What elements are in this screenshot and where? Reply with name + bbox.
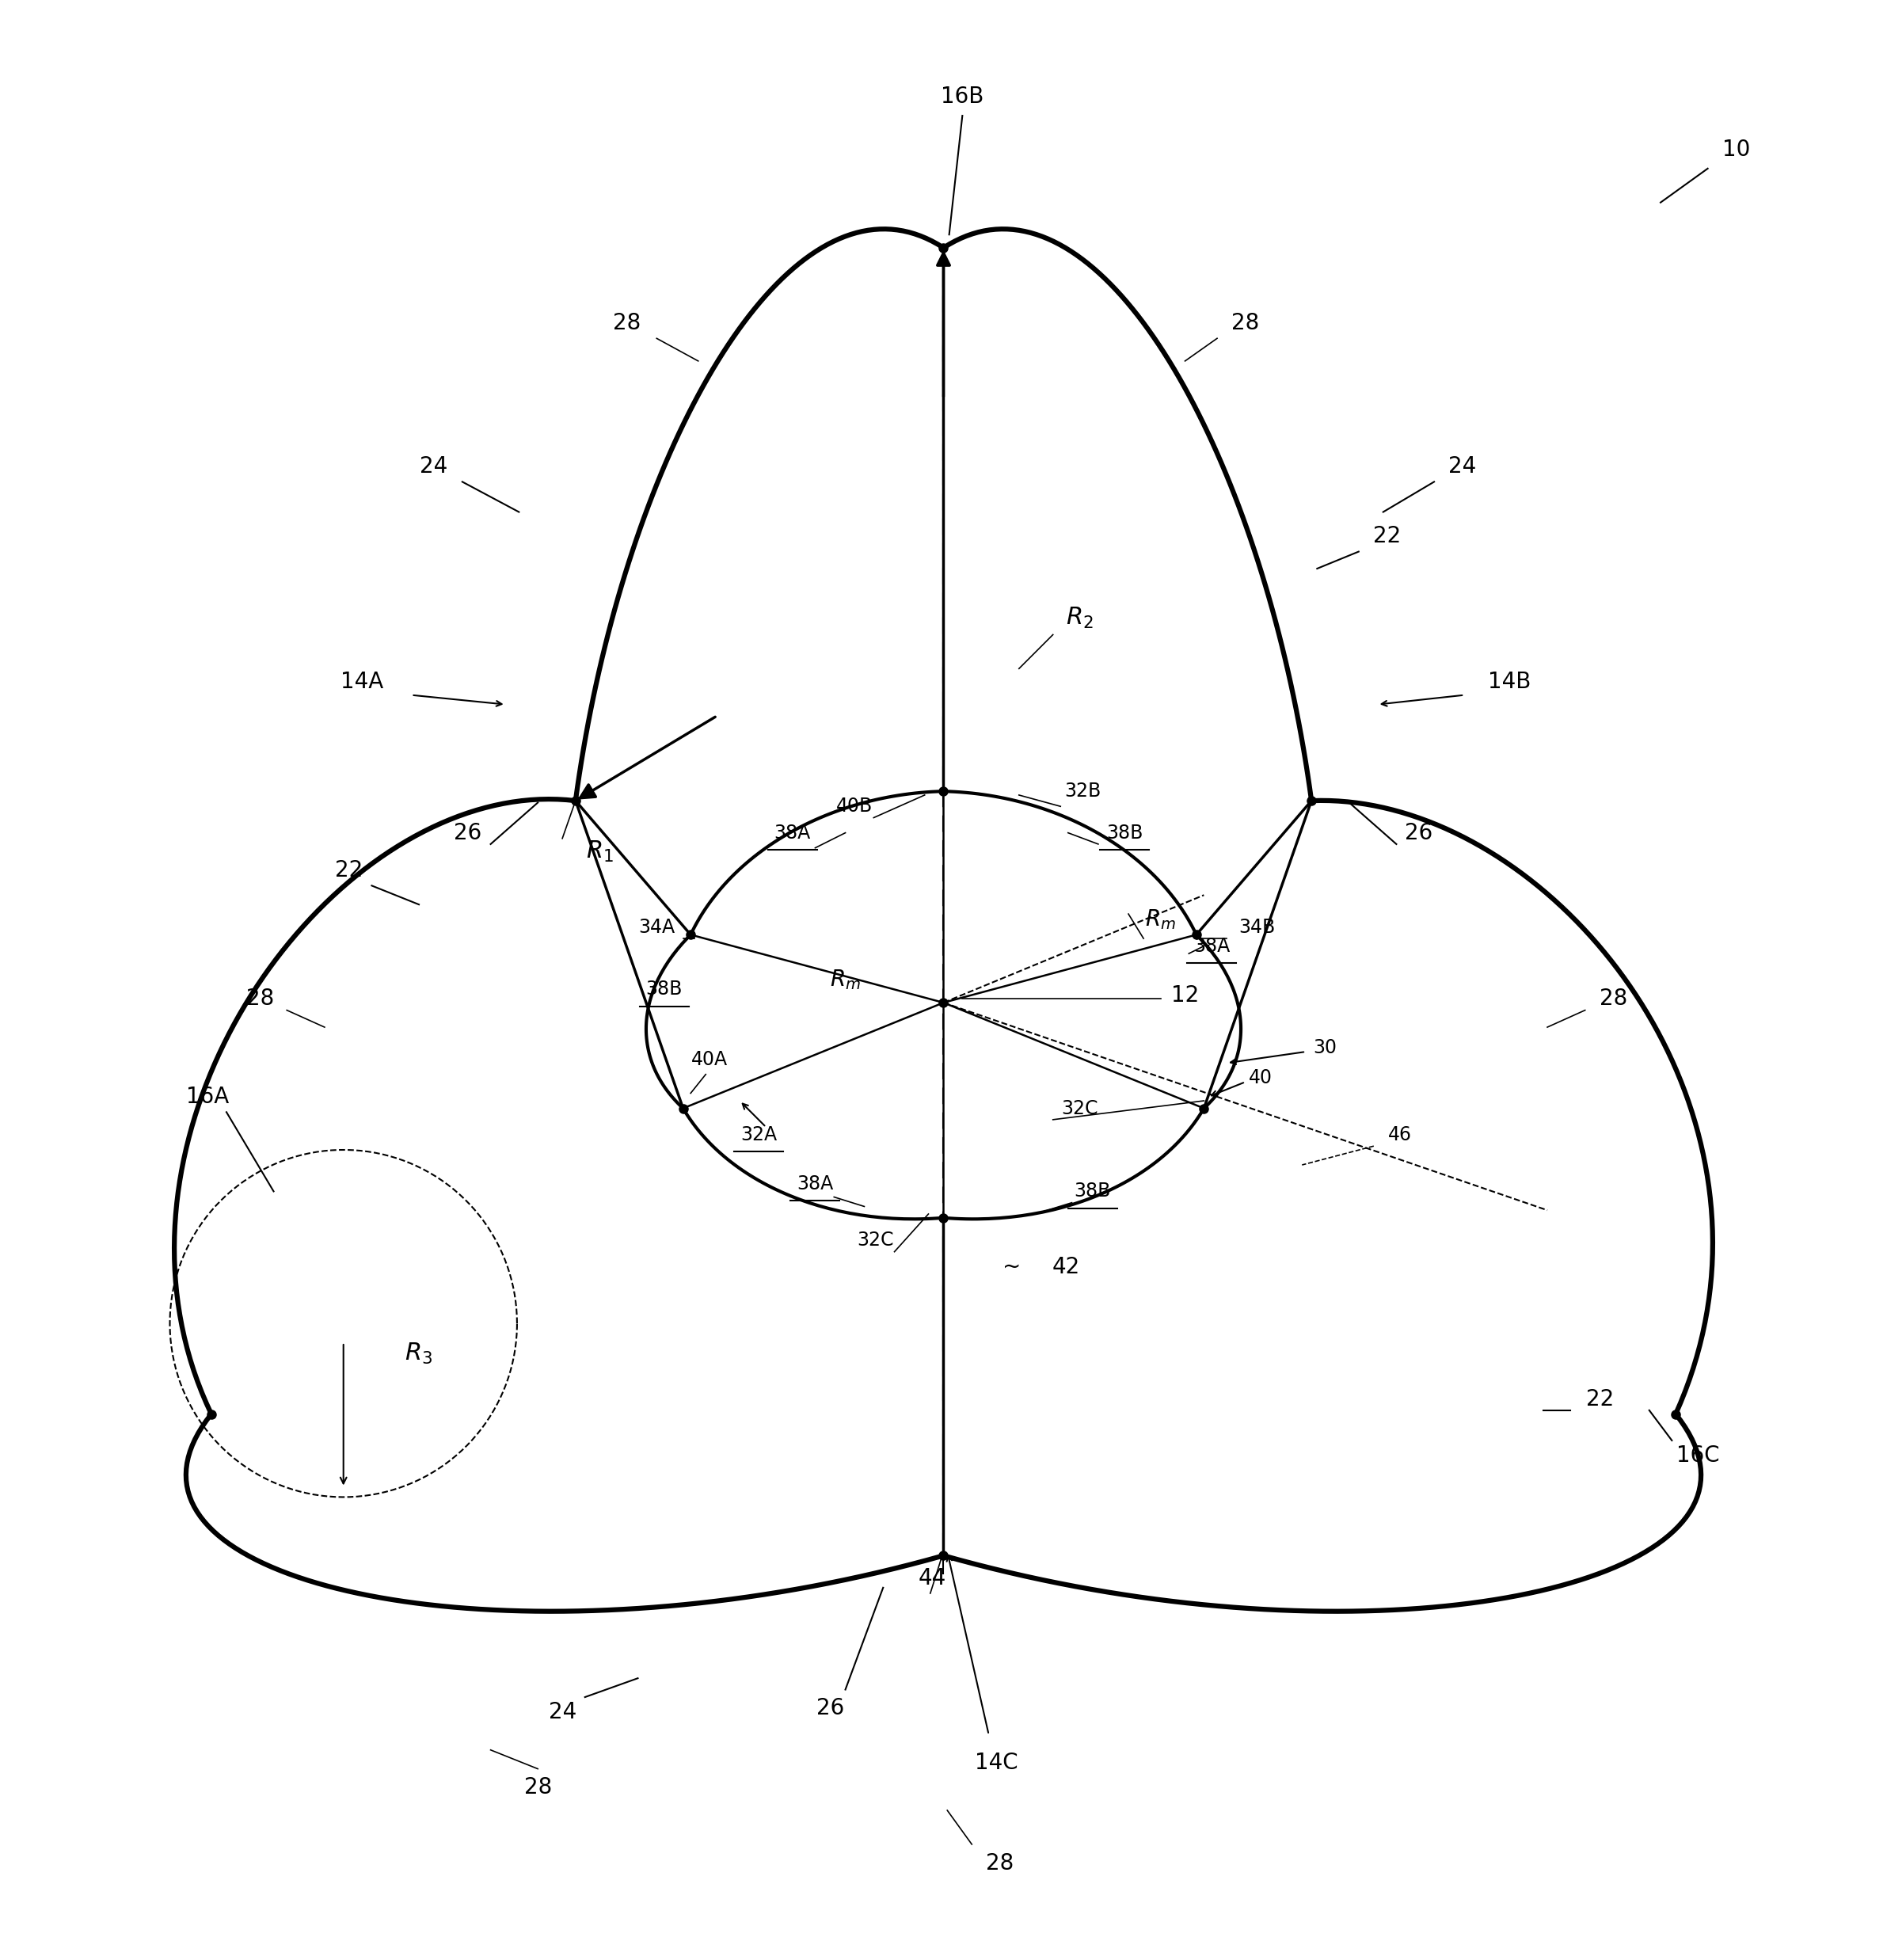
Text: 28: 28 (247, 988, 274, 1009)
Text: 22: 22 (336, 858, 362, 882)
Text: 16A: 16A (187, 1086, 228, 1107)
Text: 44: 44 (919, 1568, 945, 1590)
Text: 26: 26 (817, 1697, 843, 1719)
Text: 46: 46 (1389, 1125, 1411, 1145)
Text: 32C: 32C (1060, 1100, 1098, 1117)
Text: $R_2$: $R_2$ (1066, 606, 1093, 629)
Text: 24: 24 (421, 455, 447, 478)
Text: 26: 26 (455, 821, 481, 845)
Text: 38B: 38B (1106, 823, 1144, 843)
Text: 26: 26 (1406, 821, 1432, 845)
Text: 28: 28 (987, 1852, 1013, 1874)
Text: 32B: 32B (1064, 782, 1102, 802)
Text: 28: 28 (1232, 312, 1259, 335)
Text: 38A: 38A (796, 1174, 834, 1194)
Text: 30: 30 (1313, 1039, 1336, 1058)
Text: $R_1$: $R_1$ (587, 839, 613, 864)
Text: 34B: 34B (1238, 917, 1276, 937)
Text: 14B: 14B (1489, 670, 1530, 694)
Text: 24: 24 (1449, 455, 1476, 478)
Text: 22: 22 (1587, 1388, 1613, 1409)
Text: 34A: 34A (638, 917, 676, 937)
Text: 24: 24 (549, 1701, 576, 1723)
Text: 14A: 14A (342, 670, 383, 694)
Text: 14C: 14C (976, 1752, 1017, 1774)
Text: 22: 22 (1374, 525, 1400, 547)
Text: 28: 28 (613, 312, 640, 335)
Text: 38B: 38B (645, 980, 683, 1000)
Text: 16C: 16C (1678, 1445, 1719, 1466)
Text: 38A: 38A (774, 823, 811, 843)
Text: 42: 42 (1053, 1256, 1079, 1278)
Text: 28: 28 (525, 1776, 551, 1799)
Text: 12: 12 (1172, 984, 1198, 1005)
Text: 32A: 32A (740, 1125, 777, 1145)
Text: 10: 10 (1723, 139, 1749, 161)
Text: 38A: 38A (1193, 937, 1230, 956)
Text: $R_m$: $R_m$ (830, 968, 860, 992)
Text: 38B: 38B (1074, 1182, 1111, 1201)
Text: 28: 28 (1600, 988, 1627, 1009)
Text: 40A: 40A (691, 1051, 728, 1068)
Text: ~: ~ (1002, 1256, 1021, 1278)
Text: 40B: 40B (836, 798, 874, 815)
Text: 16B: 16B (942, 86, 983, 108)
Text: 32C: 32C (857, 1231, 894, 1250)
Text: 40: 40 (1249, 1068, 1272, 1088)
Text: $R_m$: $R_m$ (1145, 907, 1176, 931)
Text: $R_3$: $R_3$ (406, 1341, 432, 1366)
